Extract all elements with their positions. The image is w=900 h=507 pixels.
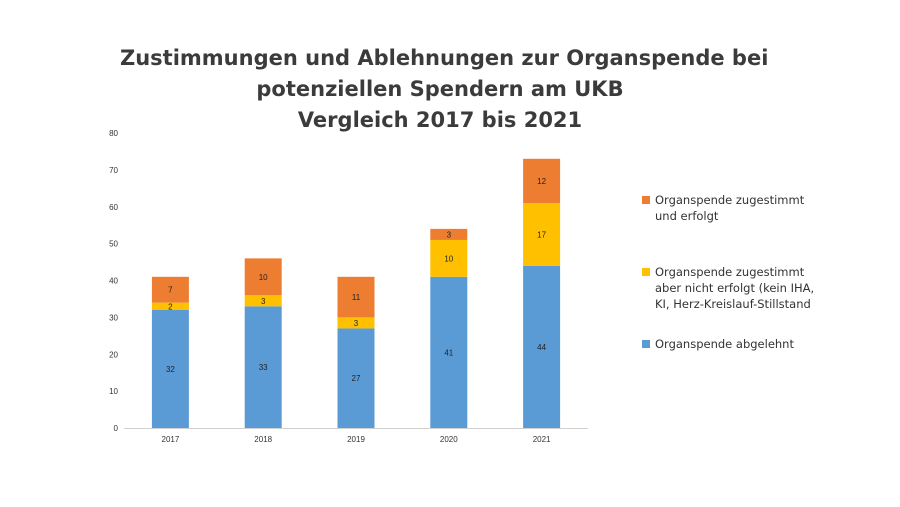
y-tick-label: 60: [109, 203, 118, 212]
y-tick-label: 30: [109, 313, 118, 322]
bar-data-label: 44: [537, 343, 546, 352]
legend-swatch-orange: [642, 196, 650, 204]
y-tick-label: 10: [109, 387, 118, 396]
bar-data-label: 27: [352, 374, 361, 383]
legend-swatch-yellow: [642, 268, 650, 276]
legend-item-zugestimmt-nicht-erfolgt: Organspende zugestimmt aber nicht erfolg…: [642, 264, 882, 312]
legend-item-abgelehnt: Organspende abgelehnt: [642, 336, 882, 352]
bar-segment-2021-s2: [523, 158, 561, 204]
bar-segment-2021-s0: [523, 265, 561, 428]
bar-segment-2019-s2: [337, 276, 375, 318]
x-tick-label: 2019: [347, 435, 365, 444]
y-tick-label: 80: [109, 129, 118, 138]
x-tick-label: 2021: [533, 435, 551, 444]
x-tick-label: 2020: [440, 435, 458, 444]
bar-segment-2019-s0: [337, 328, 375, 428]
bar-data-label: 2: [168, 302, 173, 311]
bar-segment-2018-s1: [244, 295, 282, 307]
bar-segment-2021-s1: [523, 203, 561, 266]
bar-data-label: 3: [354, 319, 359, 328]
bar-data-label: 3: [261, 297, 266, 306]
chart-title-line-2: potenziellen Spendern am UKB: [256, 77, 624, 101]
legend-line: KI, Herz-Kreislauf-Stillstand: [655, 297, 811, 311]
legend-item-zugestimmt-erfolgt: Organspende zugestimmt und erfolgt: [642, 192, 882, 224]
bar-segment-2018-s2: [244, 258, 282, 296]
bar-data-label: 11: [352, 293, 361, 302]
x-tick-label: 2017: [162, 435, 180, 444]
chart-title-line-1: Zustimmungen und Ablehnungen zur Organsp…: [120, 46, 769, 70]
legend-line: Organspende abgelehnt: [655, 337, 794, 351]
bar-segment-2020-s1: [430, 239, 468, 277]
y-tick-label: 0: [114, 424, 119, 433]
bar-segment-2017-s0: [151, 310, 189, 428]
legend-line: und erfolgt: [655, 209, 719, 223]
bar-data-label: 12: [537, 177, 546, 186]
bar-data-label: 7: [168, 286, 173, 295]
bar-data-label: 41: [444, 348, 453, 357]
legend-line: Organspende zugestimmt: [655, 265, 805, 279]
y-tick-label: 70: [109, 166, 118, 175]
bar-data-label: 33: [259, 363, 268, 372]
bar-segment-2017-s2: [151, 276, 189, 303]
bar-segment-2019-s1: [337, 317, 375, 329]
legend-line: aber nicht erfolgt (kein IHA,: [655, 281, 815, 295]
bar-data-label: 10: [444, 254, 453, 263]
y-tick-label: 50: [109, 240, 118, 249]
chart-title: Zustimmungen und Ablehnungen zur Organsp…: [120, 43, 769, 136]
bar-segment-2020-s2: [430, 228, 468, 240]
x-tick-label: 2018: [254, 435, 272, 444]
bar-segment-2020-s0: [430, 276, 468, 428]
bar-data-label: 17: [537, 230, 546, 239]
bar-data-label: 3: [447, 230, 452, 239]
chart-title-line-3: Vergleich 2017 bis 2021: [297, 108, 583, 132]
bar-segment-2017-s1: [151, 302, 189, 310]
bar-data-label: 32: [166, 365, 175, 374]
y-tick-label: 20: [109, 350, 118, 359]
bar-data-label: 10: [259, 273, 268, 282]
y-tick-label: 40: [109, 277, 118, 286]
legend-line: Organspende zugestimmt: [655, 193, 805, 207]
legend-swatch-blue: [642, 340, 650, 348]
bar-segment-2018-s0: [244, 306, 282, 428]
